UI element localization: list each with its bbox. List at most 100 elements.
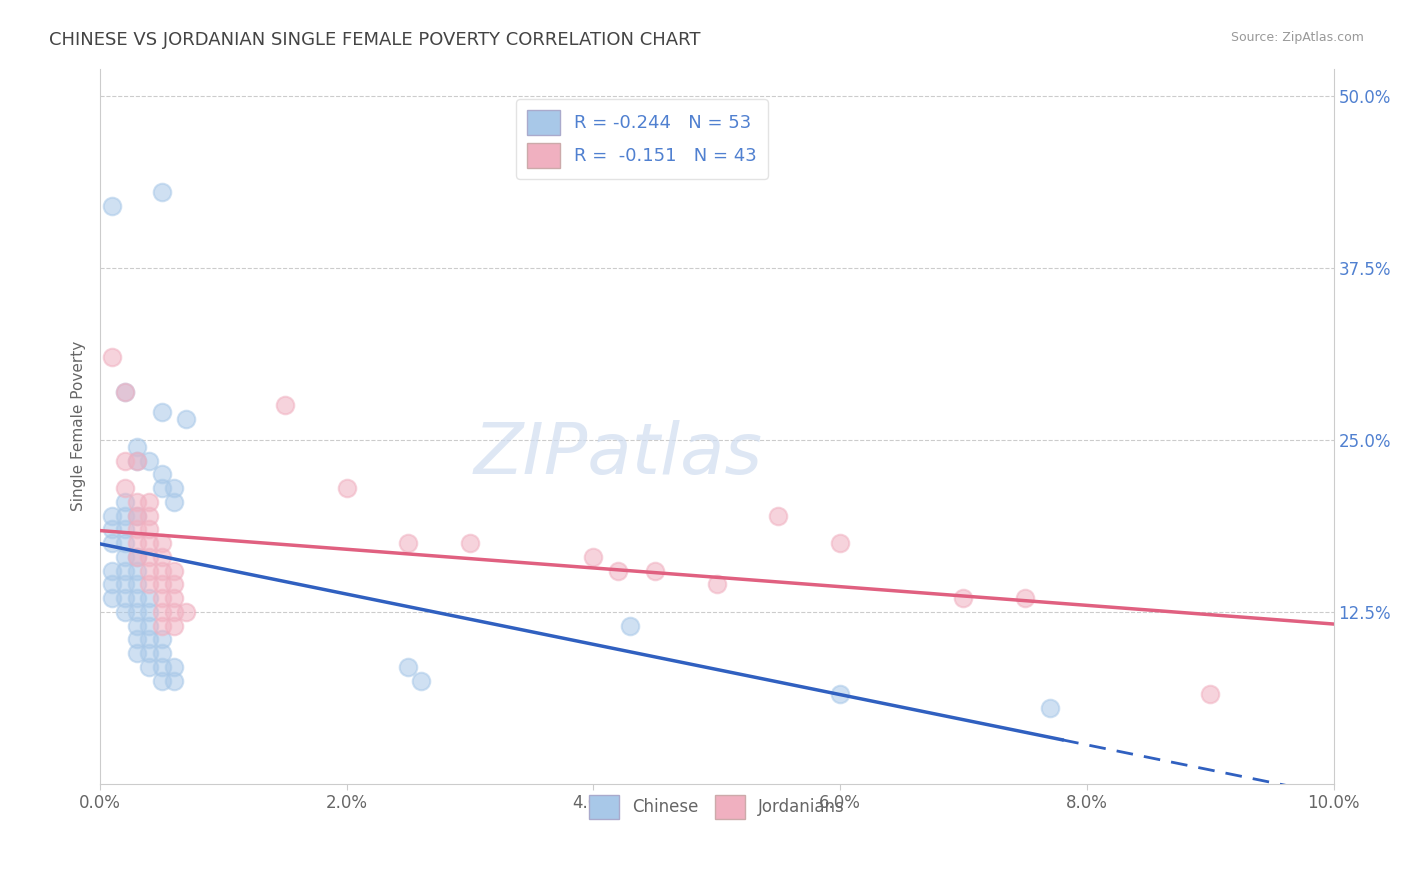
Point: [127, 453, 149, 467]
Point: [101, 508, 124, 523]
Point: [101, 577, 124, 591]
Point: [114, 549, 136, 564]
Point: [127, 508, 149, 523]
Point: [163, 481, 186, 495]
Point: [101, 591, 124, 605]
Point: [582, 549, 605, 564]
Point: [150, 660, 173, 674]
Text: Source: ZipAtlas.com: Source: ZipAtlas.com: [1230, 31, 1364, 45]
Point: [138, 453, 160, 467]
Point: [101, 199, 124, 213]
Point: [114, 591, 136, 605]
Point: [138, 536, 160, 550]
Point: [127, 453, 149, 467]
Point: [101, 351, 124, 365]
Point: [127, 495, 149, 509]
Point: [150, 564, 173, 578]
Text: CHINESE VS JORDANIAN SINGLE FEMALE POVERTY CORRELATION CHART: CHINESE VS JORDANIAN SINGLE FEMALE POVER…: [49, 31, 700, 49]
Point: [619, 618, 641, 632]
Point: [114, 536, 136, 550]
Point: [163, 495, 186, 509]
Point: [163, 564, 186, 578]
Point: [114, 508, 136, 523]
Point: [127, 591, 149, 605]
Point: [830, 536, 852, 550]
Point: [114, 522, 136, 536]
Point: [644, 564, 666, 578]
Point: [101, 522, 124, 536]
Point: [138, 577, 160, 591]
Point: [150, 405, 173, 419]
Point: [114, 453, 136, 467]
Point: [114, 481, 136, 495]
Point: [163, 605, 186, 619]
Point: [150, 467, 173, 482]
Point: [163, 660, 186, 674]
Point: [138, 508, 160, 523]
Point: [768, 508, 790, 523]
Point: [607, 564, 630, 578]
Point: [127, 440, 149, 454]
Point: [127, 646, 149, 660]
Point: [150, 673, 173, 688]
Point: [138, 591, 160, 605]
Point: [150, 549, 173, 564]
Point: [114, 384, 136, 399]
Point: [127, 549, 149, 564]
Point: [163, 577, 186, 591]
Point: [127, 564, 149, 578]
Point: [138, 605, 160, 619]
Point: [1014, 591, 1036, 605]
Point: [274, 399, 297, 413]
Point: [163, 618, 186, 632]
Point: [138, 549, 160, 564]
Point: [138, 660, 160, 674]
Point: [706, 577, 728, 591]
Point: [1039, 701, 1062, 715]
Point: [150, 577, 173, 591]
Point: [458, 536, 481, 550]
Point: [952, 591, 974, 605]
Point: [150, 632, 173, 647]
Point: [101, 564, 124, 578]
Point: [150, 646, 173, 660]
Point: [409, 673, 432, 688]
Point: [150, 618, 173, 632]
Point: [398, 660, 420, 674]
Point: [138, 495, 160, 509]
Legend: Chinese, Jordanians: Chinese, Jordanians: [582, 789, 852, 825]
Point: [1199, 687, 1222, 701]
Point: [114, 384, 136, 399]
Point: [127, 618, 149, 632]
Point: [336, 481, 359, 495]
Point: [138, 564, 160, 578]
Point: [127, 632, 149, 647]
Point: [830, 687, 852, 701]
Point: [150, 536, 173, 550]
Point: [150, 186, 173, 200]
Point: [398, 536, 420, 550]
Point: [176, 412, 198, 426]
Point: [150, 481, 173, 495]
Point: [114, 495, 136, 509]
Point: [114, 605, 136, 619]
Point: [127, 549, 149, 564]
Point: [127, 508, 149, 523]
Point: [127, 522, 149, 536]
Point: [138, 618, 160, 632]
Point: [150, 605, 173, 619]
Point: [114, 577, 136, 591]
Point: [163, 673, 186, 688]
Point: [101, 536, 124, 550]
Point: [127, 605, 149, 619]
Point: [150, 591, 173, 605]
Point: [127, 577, 149, 591]
Point: [114, 564, 136, 578]
Point: [138, 632, 160, 647]
Point: [163, 591, 186, 605]
Point: [138, 522, 160, 536]
Text: ZIPatlas: ZIPatlas: [474, 420, 762, 489]
Point: [176, 605, 198, 619]
Y-axis label: Single Female Poverty: Single Female Poverty: [72, 341, 86, 511]
Point: [138, 646, 160, 660]
